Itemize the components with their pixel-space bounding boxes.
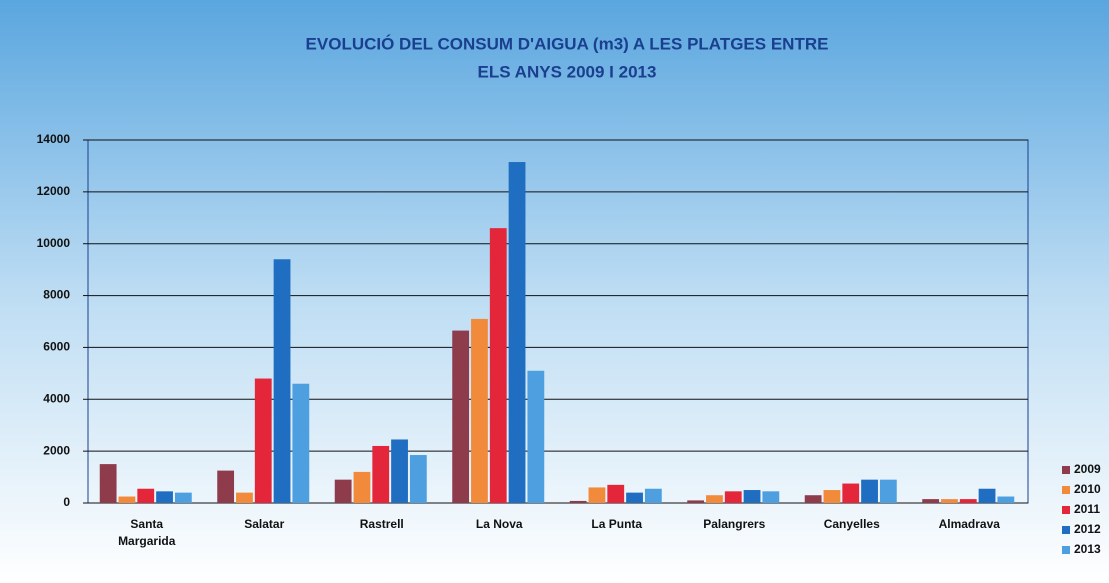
bar (236, 492, 253, 503)
bar (409, 455, 427, 503)
bar (626, 492, 643, 503)
bar (823, 490, 841, 503)
bar (978, 488, 996, 503)
bar (997, 496, 1015, 503)
bar (762, 491, 780, 503)
legend-label: 2011 (1074, 502, 1100, 516)
bar (292, 383, 310, 503)
bar (118, 496, 136, 503)
bar (391, 439, 408, 503)
y-tick-label: 8000 (43, 288, 70, 302)
x-tick-label: Rastrell (360, 517, 404, 531)
bar (724, 491, 742, 503)
y-tick-label: 6000 (43, 340, 70, 354)
legend-swatch (1062, 466, 1070, 474)
bar (706, 495, 723, 503)
bar (842, 483, 860, 503)
bar (372, 445, 390, 503)
bar (607, 484, 625, 503)
x-tick-label: La Punta (591, 517, 642, 531)
bar (489, 228, 507, 503)
legend-swatch (1062, 506, 1070, 514)
x-tick-label: Margarida (118, 534, 176, 548)
y-tick-label: 4000 (43, 391, 70, 405)
y-tick-label: 0 (63, 495, 70, 509)
bar (156, 491, 173, 503)
legend-label: 2012 (1074, 522, 1101, 536)
bar (588, 487, 606, 503)
bar (941, 499, 958, 503)
y-tick-label: 2000 (43, 443, 70, 457)
bar (569, 500, 587, 503)
bar (452, 330, 470, 503)
bar (353, 471, 371, 503)
legend-label: 2010 (1074, 482, 1101, 496)
legend-label: 2013 (1074, 542, 1101, 556)
bar (217, 470, 235, 503)
bar (527, 370, 545, 503)
bar (644, 488, 662, 503)
x-tick-label: La Nova (476, 517, 523, 531)
bar (174, 492, 192, 503)
x-tick-label: Almadrava (939, 517, 1001, 531)
bar (743, 490, 761, 503)
legend-swatch (1062, 546, 1070, 554)
x-tick-label: Palangrers (703, 517, 765, 531)
bar (99, 464, 117, 503)
bar (879, 479, 897, 503)
x-tick-label: Santa (130, 517, 163, 531)
bar (861, 479, 878, 503)
bar (508, 162, 526, 503)
bar (334, 479, 352, 503)
y-tick-label: 14000 (37, 132, 71, 146)
chart-title: EVOLUCIÓ DEL CONSUM D'AIGUA (m3) A LES P… (306, 34, 829, 53)
bar (922, 499, 940, 503)
bar (687, 500, 705, 503)
x-tick-label: Salatar (244, 517, 284, 531)
bar (137, 488, 155, 503)
legend-swatch (1062, 526, 1070, 534)
chart-title: ELS ANYS 2009 I 2013 (478, 62, 657, 81)
y-tick-label: 12000 (37, 184, 71, 198)
legend-swatch (1062, 486, 1070, 494)
bar (254, 378, 272, 503)
x-tick-label: Canyelles (824, 517, 880, 531)
y-tick-label: 10000 (37, 236, 71, 250)
bar (959, 499, 977, 503)
legend-label: 2009 (1074, 462, 1101, 476)
bar (804, 495, 822, 503)
bar (471, 318, 488, 503)
bar (273, 259, 291, 503)
